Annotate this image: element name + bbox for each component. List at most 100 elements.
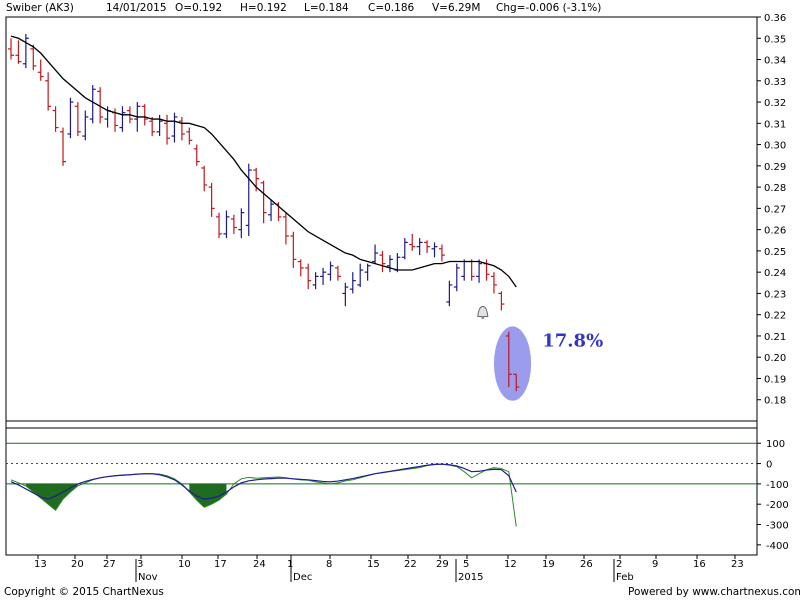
price-tick-label: 0.35 [764,34,786,45]
osc-tick-label: 0 [766,460,772,471]
osc-tick-label: -400 [766,541,789,552]
x-tick-label: 15 [367,559,380,570]
ohlc-bar [297,259,304,277]
ohlc-bar [379,250,386,273]
price-tick-label: 0.31 [764,119,786,130]
price-tick-label: 0.30 [764,141,786,152]
ohlc-bar [386,255,393,273]
ohlc-bar [22,34,29,69]
open-label: O=0.192 [175,2,223,14]
ohlc-bar [268,199,275,222]
x-tick-label: 9 [652,559,658,570]
price-tick-label: 0.27 [764,204,786,215]
ohlc-bar [468,259,475,281]
ohlc-bar [89,85,96,124]
ohlc-bar [431,242,438,258]
ohlc-bar [245,163,252,237]
ohlc-bar [320,267,327,285]
ohlc-bar [156,114,163,137]
x-tick-label: 2 [616,559,622,570]
ohlc-bar [67,97,74,139]
price-tick-label: 0.22 [764,311,786,322]
ohlc-bar [372,244,379,264]
axes: 0.18 0.19 0.20 0.21 0.22 0.23 0.24 0.25 0.26 0.27… [34,13,789,583]
ohlc-bar [446,280,453,307]
ohlc-bar [216,212,223,239]
price-tick-label: 0.36 [764,13,786,24]
osc-tick-label: -200 [766,500,789,511]
low-label: L=0.184 [304,2,349,14]
osc-tick-label: -100 [766,480,789,491]
ohlc-bar [498,291,505,311]
highlight-ellipse [493,326,532,401]
ohlc-bar [45,72,52,111]
ohlc-bar [461,259,468,281]
ohlc-bar [305,263,312,290]
ohlc-bar [282,212,289,245]
ohlc-bar [149,116,156,137]
x-tick-label: 27 [103,559,116,570]
x-tick-label: 20 [71,559,84,570]
alert-bell-clapper [481,316,485,320]
ohlc-bar [74,102,81,137]
alert-bell-icon [477,306,489,320]
ohlc-bar [178,116,185,141]
ohlc-bar [438,244,445,262]
copyright-label: Copyright © 2015 ChartNexus [4,586,164,598]
x-tick-label: 23 [731,559,744,570]
x-tick-label: 16 [693,559,706,570]
price-tick-label: 0.18 [764,396,786,407]
powered-by-label: Powered by www.chartnexus.com [628,586,800,598]
ohlc-bar [238,208,245,239]
price-tick-label: 0.21 [764,332,786,343]
ohlc-bar [349,272,356,294]
price-tick-label: 0.20 [764,353,786,364]
moving-average-line [10,35,517,288]
high-label: H=0.192 [240,2,287,14]
price-tick-label: 0.23 [764,289,786,300]
ohlc-bar [505,331,512,387]
x-tick-label: 17 [214,559,227,570]
ohlc-bar [97,87,104,124]
ohlc-bar [37,59,44,81]
ohlc-bar [60,127,67,166]
ohlc-bar [364,263,371,281]
price-tick-label: 0.33 [764,77,786,88]
x-tick-label: 10 [178,559,191,570]
ohlc-bar [312,272,319,290]
ohlc-bar [416,238,423,256]
symbol-label: Swiber (AK3) [6,2,74,14]
x-tick-label: 22 [404,559,417,570]
osc-tick-label: 100 [766,439,785,450]
ohlc-bar [171,112,178,143]
x-tick-label: 8 [326,559,332,570]
price-tick-label: 0.34 [764,56,786,67]
month-label: Feb [616,572,634,583]
ohlc-bar [223,210,230,239]
ohlc-bar [230,214,237,234]
percent-annotation: 17.8% [542,331,603,352]
x-tick-label: 24 [253,559,266,570]
price-tick-label: 0.24 [764,268,786,279]
x-tick-label: 12 [504,559,517,570]
alert-bell-body [477,306,489,318]
ohlc-bar [290,231,297,268]
price-pane: 17.8% [8,34,603,401]
date-label: 14/01/2015 [106,2,167,14]
ohlc-bar [119,106,126,132]
oscillator-line-blue [10,463,517,500]
ohlc-bar [186,127,193,145]
change-label: Chg=-0.006 (-3.1%) [496,2,602,14]
x-tick-label: 3 [137,559,143,570]
x-tick-label: 26 [580,559,593,570]
month-label: 2015 [458,572,483,583]
ohlc-bar [30,44,37,71]
price-tick-label: 0.28 [764,183,786,194]
chart-frame [5,16,758,556]
month-label: Dec [293,572,312,583]
ohlc-bar [327,261,334,281]
ohlc-bar [8,38,14,60]
ohlc-bar [476,259,483,283]
ohlc-bar [334,265,341,281]
